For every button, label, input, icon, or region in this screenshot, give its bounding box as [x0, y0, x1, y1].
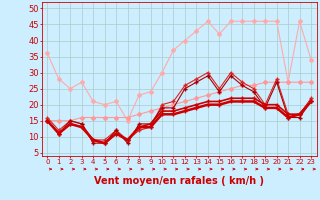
X-axis label: Vent moyen/en rafales ( km/h ): Vent moyen/en rafales ( km/h ) — [94, 176, 264, 186]
